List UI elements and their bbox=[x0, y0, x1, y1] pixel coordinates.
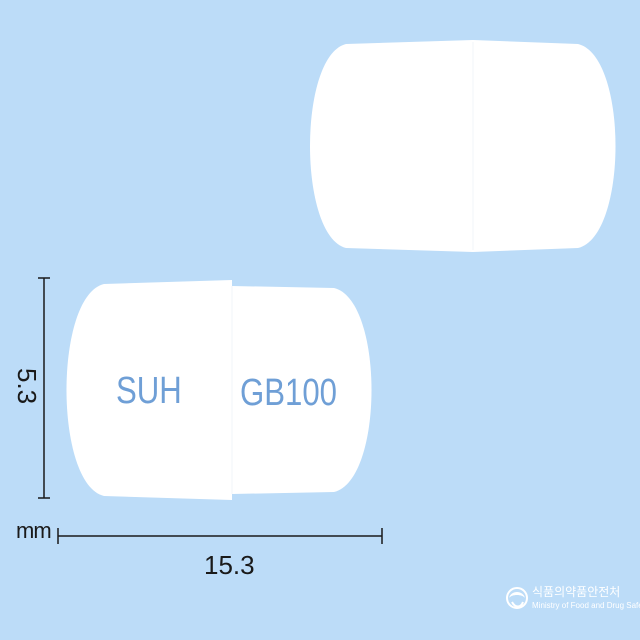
mfds-logo-icon bbox=[506, 587, 528, 609]
imprint-text-left: SUH bbox=[116, 370, 182, 412]
watermark-korean-text: 식품의약품안전처 bbox=[532, 585, 621, 599]
imprint-text-right: GB100 bbox=[240, 372, 338, 414]
height-measurement-label: 5.3 bbox=[12, 368, 42, 405]
width-measurement-label: 15.3 bbox=[204, 550, 255, 580]
capsule-front-view bbox=[66, 280, 372, 500]
capsule-back-view bbox=[310, 40, 616, 252]
mfds-watermark: 식품의약품안전처 Ministry of Food and Drug Safet… bbox=[504, 582, 640, 622]
unit-label: mm bbox=[16, 518, 52, 543]
watermark-english-text: Ministry of Food and Drug Safety bbox=[532, 601, 640, 610]
